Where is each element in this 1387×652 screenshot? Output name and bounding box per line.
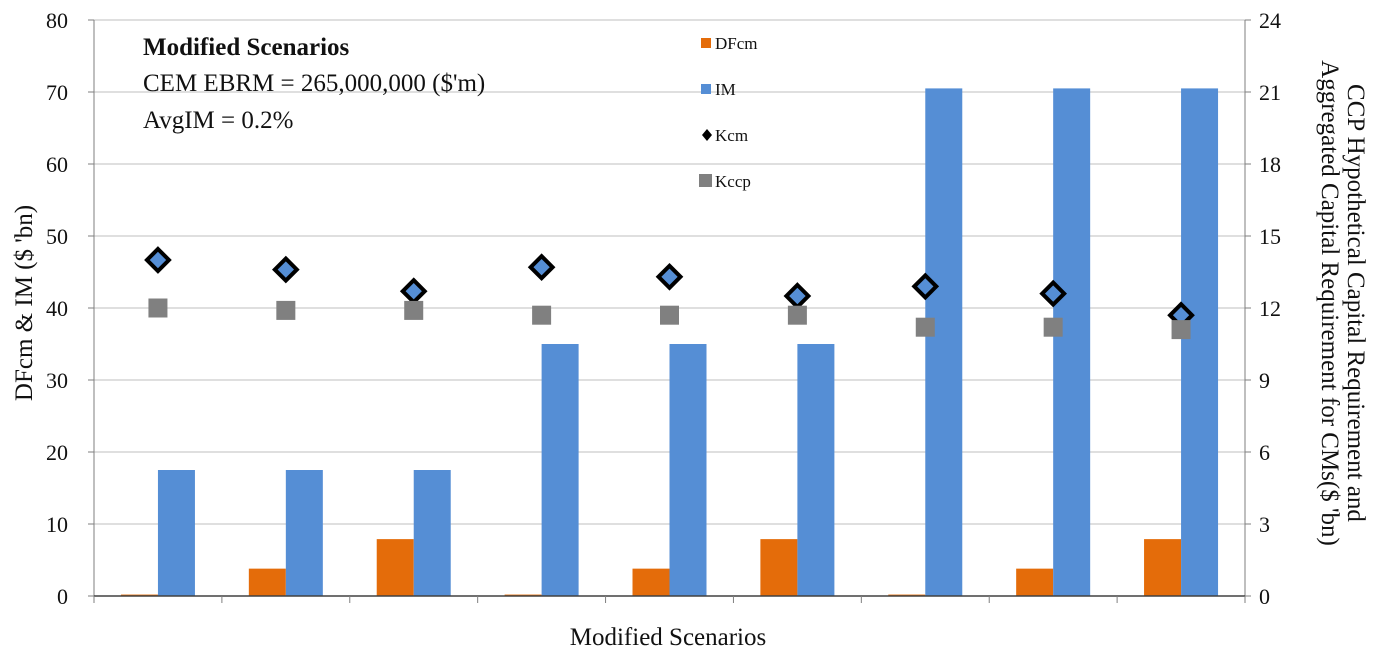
bar-dfcm xyxy=(760,539,798,596)
marker-kcm xyxy=(399,277,428,306)
bar-im xyxy=(285,470,323,596)
bar-dfcm xyxy=(1144,539,1182,596)
x-axis-title: Modified Scenarios xyxy=(570,624,766,651)
bar-dfcm xyxy=(1016,568,1054,596)
legend-swatch-dfcm xyxy=(701,38,711,48)
bar-dfcm xyxy=(376,539,414,596)
marker-kccp xyxy=(276,300,296,320)
marker-kcm xyxy=(272,255,300,284)
y2-tick-label: 9 xyxy=(1259,368,1270,393)
marker-kccp xyxy=(660,305,679,325)
y-tick-label: 20 xyxy=(46,440,68,465)
bar-im xyxy=(797,344,835,596)
y-tick-label: 0 xyxy=(57,584,68,609)
legend-label-kcm: Kcm xyxy=(715,126,748,145)
y-tick-label: 80 xyxy=(46,8,68,33)
y2-tick-label: 12 xyxy=(1259,296,1281,321)
axes xyxy=(88,19,1251,603)
marker-kccp xyxy=(148,298,168,318)
bar-im xyxy=(669,344,707,596)
bar-series-group xyxy=(120,88,1219,597)
bar-im xyxy=(157,470,195,596)
legend-label-kccp: Kccp xyxy=(715,172,751,191)
y-tick-label: 10 xyxy=(46,512,68,537)
y2-tick-label: 6 xyxy=(1259,440,1270,465)
y2-tick-label: 21 xyxy=(1259,80,1281,105)
marker-kcm xyxy=(911,272,940,301)
marker-kcm xyxy=(144,246,172,274)
legend-label-dfcm: DFcm xyxy=(715,34,758,53)
annotation-title: Modified Scenarios xyxy=(143,34,350,61)
tick-labels: 0 10 20 30 40 50 60 70 80 0 3 6 9 12 15 18 21 24 xyxy=(46,8,1281,609)
marker-kccp xyxy=(915,317,935,337)
marker-kcm xyxy=(655,262,684,291)
bar-dfcm xyxy=(632,568,670,596)
marker-kccp xyxy=(787,305,807,325)
marker-series-group xyxy=(144,246,1195,340)
y2-axis-title-line2: Aggregated Capital Requirement for CMs($… xyxy=(1316,60,1343,546)
y-tick-label: 40 xyxy=(46,296,68,321)
bar-im xyxy=(413,470,451,596)
legend-marker-kcm xyxy=(702,129,712,141)
y2-tick-label: 0 xyxy=(1259,584,1270,609)
marker-kccp xyxy=(404,300,424,320)
legend-label-im: IM xyxy=(715,80,736,99)
y2-tick-label: 24 xyxy=(1259,8,1281,33)
y-tick-label: 60 xyxy=(46,152,68,177)
y2-tick-label: 18 xyxy=(1259,152,1281,177)
y2-axis-title-line1: CCP Hypothetical Capital Requirement and xyxy=(1342,84,1369,522)
annotation-line2: AvgIM = 0.2% xyxy=(143,107,293,134)
y-axis-title: DFcm & IM ($ 'bn) xyxy=(11,205,38,401)
y-tick-label: 70 xyxy=(46,80,68,105)
bar-im xyxy=(541,344,579,596)
bar-dfcm xyxy=(248,568,286,596)
y2-tick-label: 3 xyxy=(1259,512,1270,537)
y2-tick-label: 15 xyxy=(1259,224,1281,249)
annotation-box: Modified Scenarios CEM EBRM = 265,000,00… xyxy=(143,34,485,134)
bar-im xyxy=(925,88,963,597)
y-tick-label: 50 xyxy=(46,224,68,249)
legend-marker-kccp xyxy=(699,174,712,187)
bar-im xyxy=(1181,88,1219,597)
marker-kccp xyxy=(532,305,552,325)
legend-swatch-im xyxy=(701,84,711,94)
marker-kcm xyxy=(783,282,812,310)
marker-kcm xyxy=(1039,279,1067,308)
legend: DFcm IM Kcm Kccp xyxy=(699,34,758,191)
bar-im xyxy=(1053,88,1091,597)
marker-kccp xyxy=(1043,317,1063,337)
annotation-line1: CEM EBRM = 265,000,000 ($'m) xyxy=(143,70,485,97)
marker-kcm xyxy=(527,253,556,282)
y-tick-label: 30 xyxy=(46,368,68,393)
marker-kccp xyxy=(1171,320,1191,340)
